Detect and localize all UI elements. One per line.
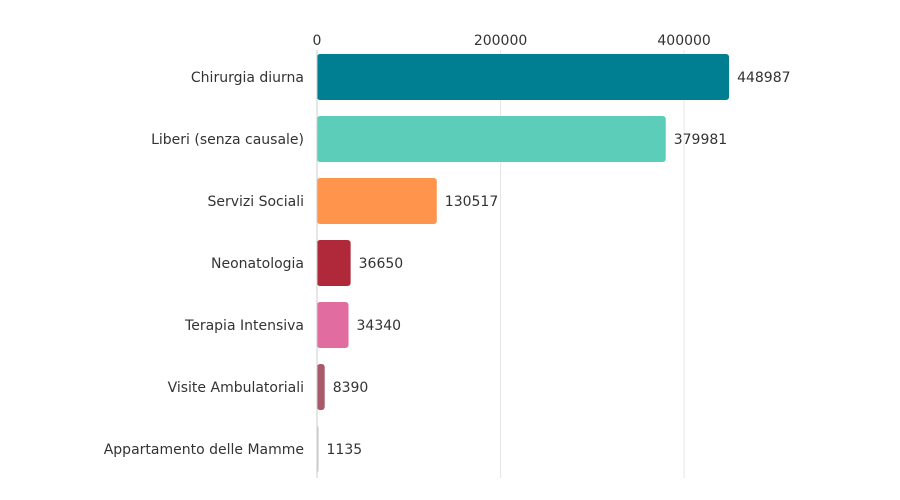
x-tick-label: 200000 xyxy=(474,33,527,49)
bar[interactable] xyxy=(317,364,325,410)
category-label: Appartamento delle Mamme xyxy=(104,442,304,458)
value-label: 36650 xyxy=(359,256,404,272)
value-label: 34340 xyxy=(357,318,402,334)
category-label: Liberi (senza causale) xyxy=(151,132,304,148)
category-label: Neonatologia xyxy=(211,256,304,272)
category-label: Visite Ambulatoriali xyxy=(168,380,304,396)
x-axis-ticks: 0 200000 400000 xyxy=(313,33,711,49)
x-tick-label: 400000 xyxy=(657,33,710,49)
bar[interactable] xyxy=(317,54,730,100)
value-label: 379981 xyxy=(674,132,727,148)
category-label: Chirurgia diurna xyxy=(191,70,304,86)
value-label: 130517 xyxy=(445,194,498,210)
value-label: 448987 xyxy=(737,70,790,86)
bars-layer xyxy=(317,54,730,472)
x-tick-label: 0 xyxy=(313,33,322,49)
category-label: Servizi Sociali xyxy=(207,194,304,210)
value-label: 8390 xyxy=(333,380,369,396)
category-label: Terapia Intensiva xyxy=(184,318,304,334)
bar[interactable] xyxy=(317,116,666,162)
value-labels: 448987 379981 130517 36650 34340 8390 1135 xyxy=(327,70,791,458)
grid-layer xyxy=(500,50,685,478)
bar[interactable] xyxy=(317,302,349,348)
value-label: 1135 xyxy=(327,442,363,458)
category-labels: Chirurgia diurna Liberi (senza causale) Se… xyxy=(104,70,304,458)
bar[interactable] xyxy=(317,178,437,224)
bar[interactable] xyxy=(317,240,351,286)
